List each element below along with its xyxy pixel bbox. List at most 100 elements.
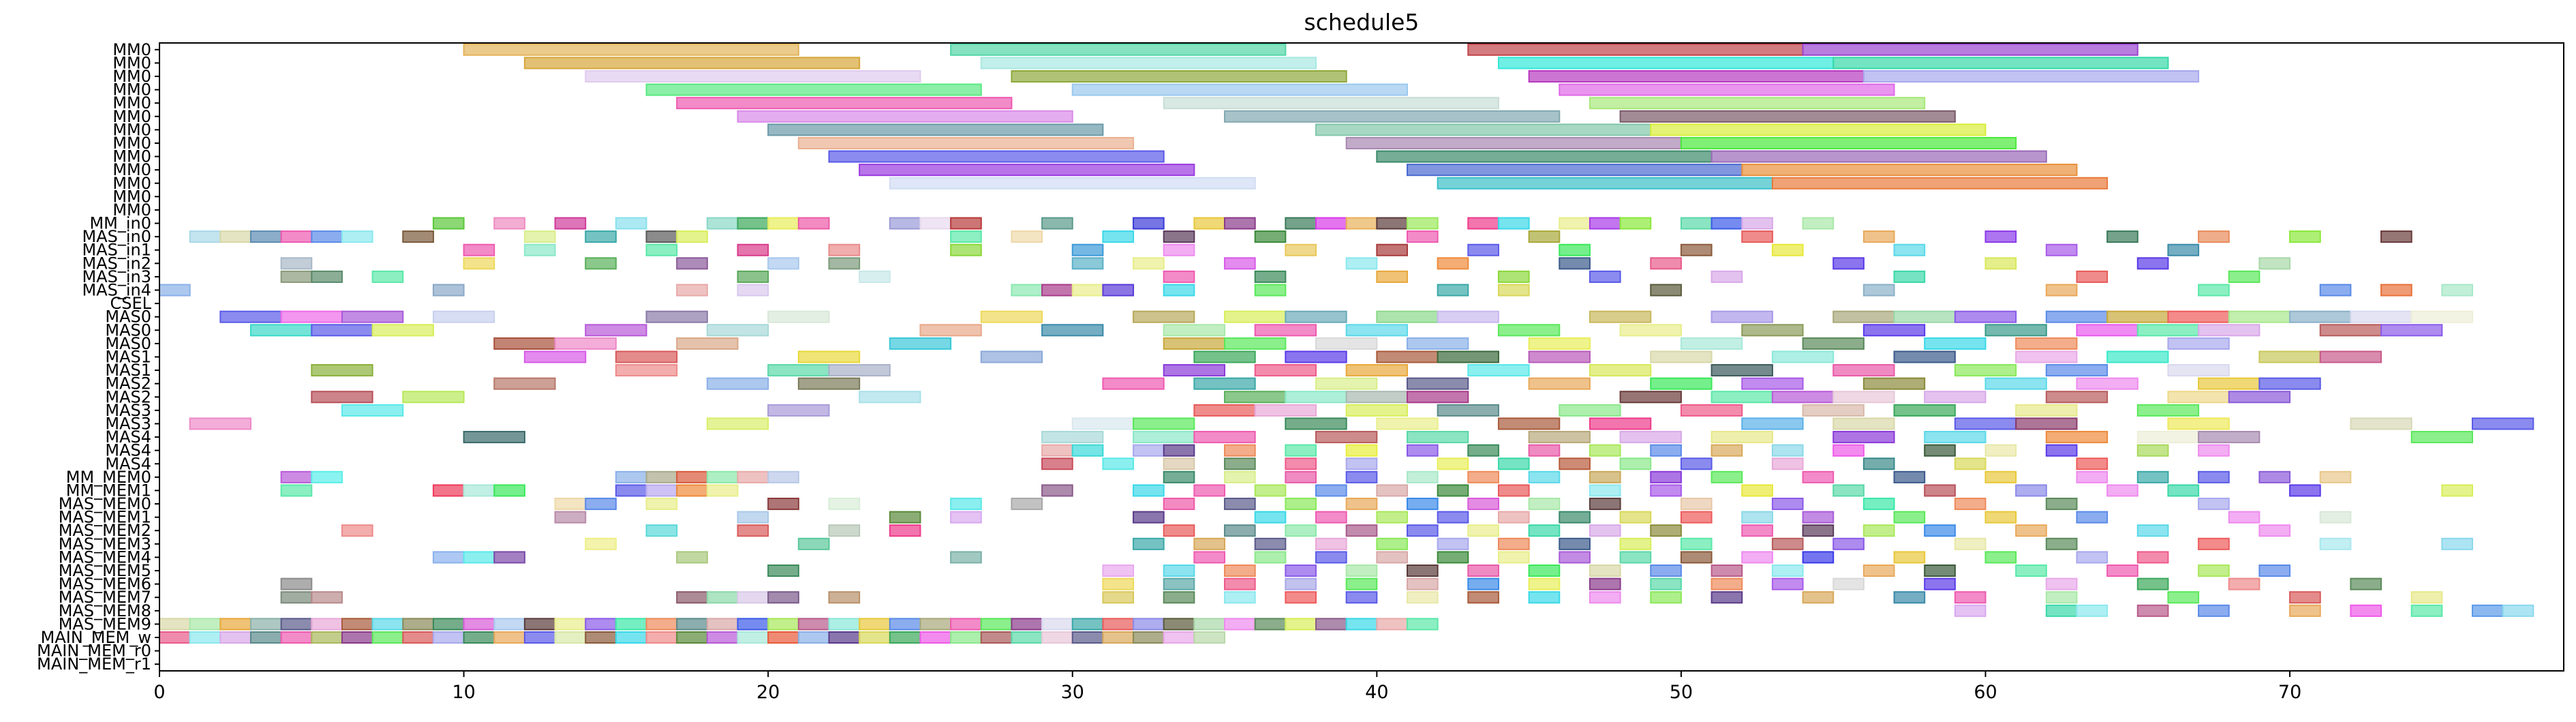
task-bar bbox=[2015, 484, 2047, 497]
task-bar bbox=[1406, 591, 1439, 604]
task-bar bbox=[2045, 444, 2078, 457]
task-bar bbox=[2076, 551, 2109, 564]
task-bar bbox=[1833, 484, 1865, 497]
task-bar bbox=[189, 631, 221, 644]
task-bar bbox=[1954, 537, 1987, 550]
task-bar bbox=[1163, 524, 1195, 537]
task-bar bbox=[2319, 511, 2352, 524]
task-bar bbox=[554, 631, 587, 644]
task-bar bbox=[1771, 577, 1804, 590]
task-bar bbox=[189, 618, 221, 631]
task-bar bbox=[1376, 217, 1408, 230]
task-bar bbox=[1163, 577, 1195, 590]
task-bar bbox=[585, 537, 617, 550]
task-bar bbox=[1406, 470, 1439, 483]
task-bar bbox=[1711, 364, 1773, 377]
task-bar bbox=[1133, 511, 1165, 524]
task-bar bbox=[2198, 324, 2260, 337]
task-bar bbox=[889, 618, 921, 631]
task-bar bbox=[2136, 404, 2200, 417]
task-bar bbox=[1254, 404, 1317, 417]
task-bar bbox=[1467, 577, 1499, 590]
task-bar bbox=[1650, 284, 1682, 297]
task-bar bbox=[1071, 243, 1104, 256]
task-bar bbox=[1041, 631, 1073, 644]
task-bar bbox=[980, 631, 1013, 644]
task-bar bbox=[1345, 577, 1378, 590]
task-bar bbox=[280, 257, 313, 270]
task-bar bbox=[1345, 324, 1408, 337]
task-bar bbox=[1041, 444, 1073, 457]
task-bar bbox=[554, 217, 587, 230]
task-bar bbox=[706, 591, 739, 604]
task-bar bbox=[2258, 377, 2321, 390]
task-bar bbox=[1315, 431, 1378, 444]
task-bar bbox=[1711, 310, 1773, 323]
plot-frame bbox=[159, 42, 2564, 672]
task-bar bbox=[1224, 110, 1561, 123]
y-tick-label: MAS_MEM6 bbox=[59, 575, 151, 594]
task-bar bbox=[280, 484, 313, 497]
task-bar bbox=[1224, 498, 1256, 511]
task-bar bbox=[615, 217, 647, 230]
task-bar bbox=[1650, 591, 1682, 604]
task-bar bbox=[554, 511, 587, 524]
task-bar bbox=[1954, 310, 2017, 323]
task-bar bbox=[2136, 324, 2200, 337]
task-bar bbox=[737, 284, 769, 297]
task-bar bbox=[280, 270, 313, 283]
task-bar bbox=[2441, 284, 2474, 297]
task-bar bbox=[493, 551, 525, 564]
task-bar bbox=[1285, 391, 1347, 404]
task-bar bbox=[1406, 164, 1743, 177]
task-bar bbox=[280, 618, 313, 631]
task-bar bbox=[280, 631, 313, 644]
task-bar bbox=[1285, 350, 1347, 363]
task-bar bbox=[767, 364, 830, 377]
task-bar bbox=[1193, 484, 1226, 497]
task-bar bbox=[1345, 257, 1378, 270]
task-bar bbox=[950, 618, 982, 631]
task-bar bbox=[432, 217, 465, 230]
task-bar bbox=[432, 284, 465, 297]
task-bar bbox=[1467, 565, 1499, 577]
task-bar bbox=[1345, 444, 1378, 457]
task-bar bbox=[767, 123, 1104, 136]
y-tick-label: MAS4 bbox=[105, 441, 151, 460]
task-bar bbox=[1467, 524, 1499, 537]
task-bar bbox=[1497, 270, 1530, 283]
task-bar bbox=[676, 230, 708, 243]
task-bar bbox=[1741, 551, 1773, 564]
task-bar bbox=[341, 404, 404, 417]
task-bar bbox=[2106, 565, 2138, 577]
task-bar bbox=[2015, 417, 2078, 430]
task-bar bbox=[1680, 404, 1743, 417]
task-bar bbox=[2045, 284, 2078, 297]
task-bar bbox=[1497, 284, 1530, 297]
task-bar bbox=[1741, 230, 1773, 243]
task-bar bbox=[1467, 470, 1499, 483]
task-bar bbox=[737, 591, 769, 604]
task-bar bbox=[1619, 217, 1652, 230]
y-tick-label: MAS_in4 bbox=[82, 281, 151, 300]
task-bar bbox=[1589, 217, 1621, 230]
task-bar bbox=[1376, 511, 1408, 524]
task-bar bbox=[1984, 377, 2047, 390]
task-bar bbox=[1559, 257, 1591, 270]
task-bar bbox=[554, 618, 587, 631]
task-bar bbox=[2136, 551, 2169, 564]
task-bar bbox=[2015, 350, 2078, 363]
task-bar bbox=[1315, 377, 1378, 390]
task-bar bbox=[1680, 498, 1713, 511]
task-bar bbox=[1589, 417, 1652, 430]
task-bar bbox=[523, 230, 556, 243]
task-bar bbox=[1833, 364, 1895, 377]
task-bar bbox=[2136, 577, 2169, 590]
task-bar bbox=[767, 217, 799, 230]
task-bar bbox=[1771, 457, 1804, 470]
task-bar bbox=[1437, 511, 1469, 524]
task-bar bbox=[1589, 484, 1621, 497]
y-tick-label: MM0 bbox=[112, 187, 151, 206]
task-bar bbox=[1497, 217, 1530, 230]
task-bar bbox=[432, 310, 495, 323]
